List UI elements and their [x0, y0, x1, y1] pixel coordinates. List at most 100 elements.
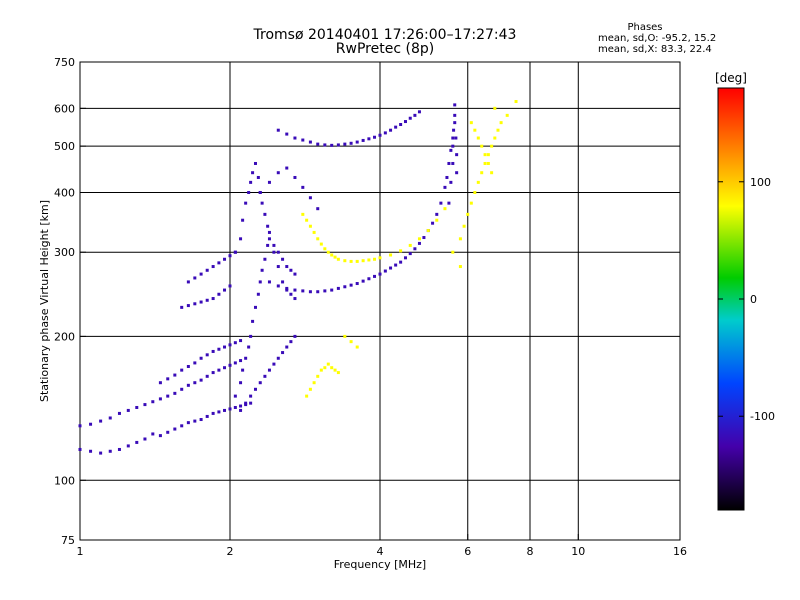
data-point [205, 414, 209, 418]
data-point [308, 140, 312, 144]
data-point [272, 243, 276, 247]
data-point [276, 250, 280, 254]
data-point [316, 374, 320, 378]
data-point [330, 143, 334, 147]
data-point [417, 241, 421, 245]
data-point [413, 113, 417, 117]
data-point [249, 334, 253, 338]
data-point [126, 444, 130, 448]
data-point [276, 284, 280, 288]
data-point [323, 247, 327, 251]
data-point [316, 237, 320, 241]
data-point [308, 290, 312, 294]
data-point [151, 400, 155, 404]
data-point [173, 427, 177, 431]
data-point [173, 373, 177, 377]
data-point [473, 190, 477, 194]
data-point [361, 279, 365, 283]
data-point [326, 250, 330, 254]
data-point [323, 289, 327, 293]
data-point [451, 144, 455, 148]
data-point [361, 259, 365, 263]
data-point [249, 401, 253, 405]
data-point [336, 286, 340, 290]
data-point [233, 394, 237, 398]
data-point [228, 407, 232, 411]
y-tick-label: 500 [54, 140, 75, 153]
data-point [455, 171, 459, 175]
data-point [211, 265, 215, 269]
data-point [217, 292, 221, 296]
data-point [473, 128, 477, 132]
data-point [258, 280, 262, 284]
data-point [408, 252, 412, 256]
data-point [443, 185, 447, 189]
data-point [223, 408, 227, 412]
data-point [383, 269, 387, 273]
data-point [89, 422, 93, 426]
data-point [305, 218, 309, 222]
data-point [323, 143, 327, 147]
y-tick-label: 200 [54, 330, 75, 343]
data-point [326, 362, 330, 366]
data-point [316, 290, 320, 294]
data-point [244, 401, 248, 405]
data-point [211, 349, 215, 353]
data-point [301, 138, 305, 142]
data-point [239, 381, 243, 385]
data-point [336, 371, 340, 375]
data-point [199, 378, 203, 382]
data-point [417, 237, 421, 241]
data-point [258, 190, 262, 194]
data-point [453, 121, 457, 125]
data-point [260, 268, 264, 272]
data-point [486, 153, 490, 157]
colorbar: [deg] 100 0 -100 [715, 71, 775, 511]
data-point [256, 175, 260, 179]
data-point [447, 201, 451, 205]
data-point [483, 153, 487, 157]
data-point [233, 341, 237, 345]
data-point [241, 368, 245, 372]
data-point [247, 345, 251, 349]
data-point [451, 136, 455, 140]
data-point [166, 377, 170, 381]
data-point [330, 288, 334, 292]
data-point [173, 391, 177, 395]
data-point [417, 110, 421, 114]
colorbar-tick-label: -100 [750, 410, 775, 423]
data-point [205, 268, 209, 272]
data-point [399, 260, 403, 264]
data-point [403, 256, 407, 260]
data-point [333, 368, 337, 372]
x-tick-label: 4 [377, 545, 384, 558]
data-point [233, 250, 237, 254]
data-point [281, 257, 285, 261]
data-point [399, 249, 403, 253]
data-point [244, 356, 248, 360]
data-point [308, 196, 312, 200]
data-point [333, 255, 337, 259]
chart-title-line2: RwPretec (8p) [335, 41, 435, 57]
data-point [453, 113, 457, 117]
data-point [476, 136, 480, 140]
x-tick-label: 1 [77, 545, 84, 558]
data-point [228, 343, 232, 347]
data-point [199, 418, 203, 422]
data-point [217, 261, 221, 265]
data-point [458, 237, 462, 241]
data-point [289, 340, 293, 344]
data-point [373, 274, 377, 278]
data-point [158, 397, 162, 401]
data-point [439, 201, 443, 205]
data-point [293, 334, 297, 338]
data-point [244, 201, 248, 205]
data-point [336, 257, 340, 261]
data-point [117, 447, 121, 451]
data-point [253, 387, 257, 391]
data-point [394, 125, 398, 129]
data-point [158, 434, 162, 438]
data-point [355, 259, 359, 263]
data-point [223, 366, 227, 370]
data-point [166, 394, 170, 398]
